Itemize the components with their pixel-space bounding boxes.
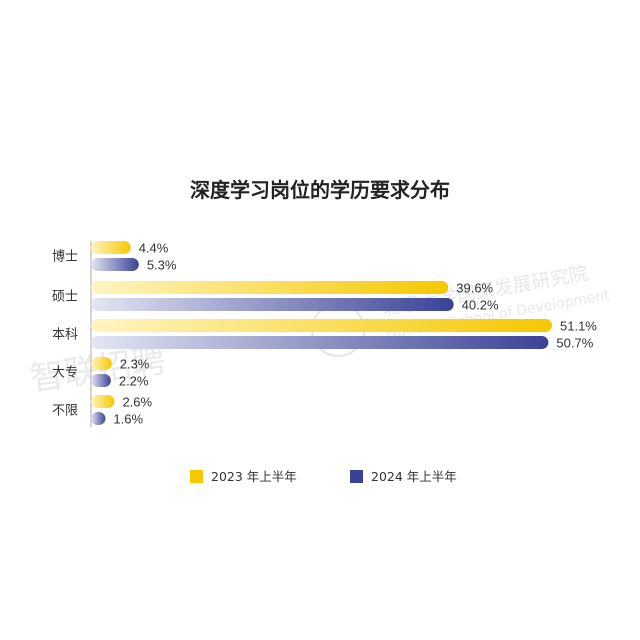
bar-2024-2 [91,298,454,311]
legend-swatch [350,470,363,483]
value-label: 50.7% [556,336,593,351]
bar-2023-1 [91,241,131,254]
value-label: 51.1% [560,319,597,334]
bar-2023-2 [91,281,449,294]
value-label: 1.6% [113,412,143,427]
legend-label: 2023 年上半年 [211,469,297,484]
bar-2024-1 [91,258,139,271]
chart-title: 深度学习岗位的学历要求分布 [190,178,450,202]
bar-2024-3 [91,336,549,349]
bar-2024-4 [91,374,111,387]
value-label: 40.2% [462,298,499,313]
legend-swatch [190,470,203,483]
value-label: 2.3% [120,357,150,372]
category-label: 本科 [52,328,78,343]
category-label: 不限 [52,404,78,419]
value-label: 4.4% [139,241,169,256]
bar-2023-5 [91,395,115,408]
value-label: 39.6% [456,281,493,296]
category-label: 硕士 [52,290,78,305]
value-label: 2.6% [122,395,152,410]
bar-2023-3 [91,319,552,332]
bar-2023-4 [91,357,112,370]
category-label: 博士 [52,250,78,265]
legend-label: 2024 年上半年 [371,469,457,484]
bar-2024-5 [91,412,106,425]
value-label: 5.3% [147,258,177,273]
value-label: 2.2% [119,374,149,389]
category-label: 大专 [52,366,78,381]
